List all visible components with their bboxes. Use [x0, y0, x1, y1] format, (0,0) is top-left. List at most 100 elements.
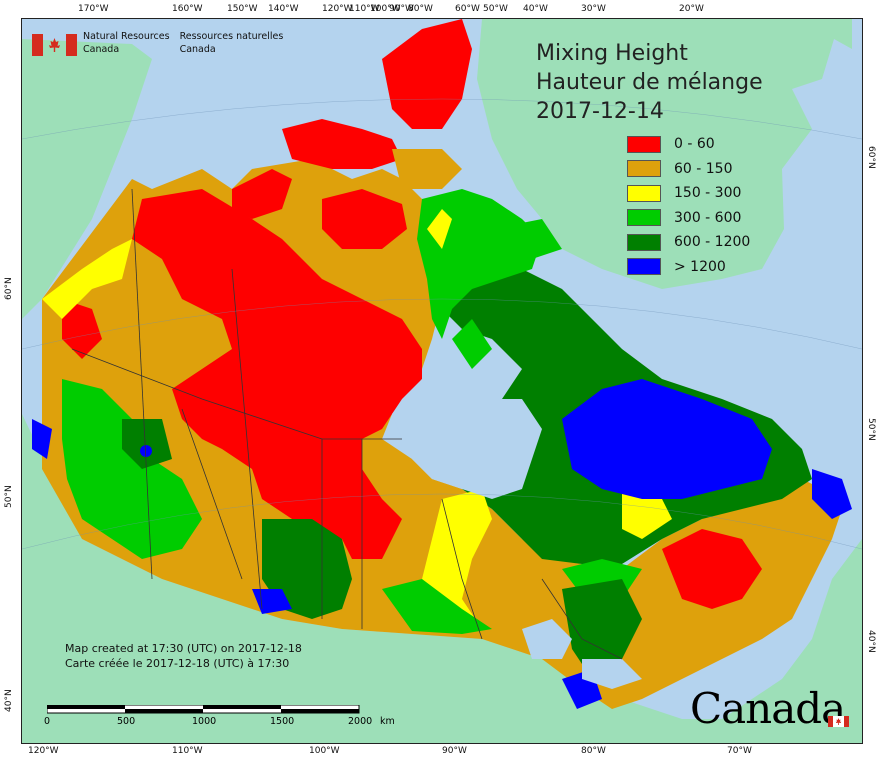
right-tick: 40°N	[866, 630, 876, 653]
bottom-tick: 80°W	[581, 746, 606, 756]
arctic-islands	[382, 19, 472, 129]
scale-label: 0	[44, 716, 51, 727]
org-name-en: Natural Resources	[83, 31, 170, 42]
graticule	[22, 98, 862, 550]
top-tick: 140°W	[268, 4, 299, 14]
blue-region	[562, 379, 772, 499]
legend-swatch	[627, 209, 661, 227]
great-lakes	[582, 659, 642, 689]
darkgreen-region	[562, 579, 642, 679]
red-region	[62, 299, 102, 359]
yellow-region	[42, 239, 132, 319]
greenland	[477, 19, 852, 289]
blue-spot	[140, 445, 152, 457]
org-name-fr: Canada	[179, 44, 216, 55]
blue-region	[32, 419, 52, 459]
legend-item: 600 - 1200	[627, 230, 750, 255]
map-svg	[22, 19, 862, 743]
org-name-fr: Ressources naturelles	[179, 31, 284, 42]
bottom-tick: 120°W	[28, 746, 59, 756]
blue-region	[812, 469, 852, 519]
green-region	[382, 579, 492, 634]
legend-label: 150 - 300	[674, 185, 742, 202]
legend-item: 300 - 600	[627, 206, 750, 231]
title-line: Mixing Height	[536, 41, 688, 66]
legend-swatch	[627, 184, 661, 202]
arctic-islands	[392, 149, 462, 189]
top-tick: 20°W	[679, 4, 704, 14]
top-tick: 160°W	[172, 4, 203, 14]
title-line: Hauteur de mélange	[536, 70, 763, 95]
legend-swatch	[627, 135, 661, 153]
map-credits: Map created at 17:30 (UTC) on 2017-12-18…	[65, 641, 302, 671]
green-region	[492, 219, 562, 259]
credit-fr: Carte créée le 2017-12-18 (UTC) à 17:30	[65, 657, 290, 670]
top-tick: 120°W	[322, 4, 353, 14]
canada-flag-icon	[32, 34, 77, 56]
left-tick: 40°N	[4, 689, 14, 712]
legend-item: > 1200	[627, 255, 750, 280]
canada-wordmark: Canada	[690, 684, 849, 733]
darkgreen-region	[122, 419, 172, 469]
usa-land	[22, 414, 862, 743]
arctic-islands	[322, 189, 407, 249]
top-tick: 50°W	[483, 4, 508, 14]
scale-label: 1500	[270, 716, 295, 727]
legend-label: 60 - 150	[674, 160, 733, 177]
wordmark-text: Canada	[690, 684, 846, 733]
government-signature: Natural Resources Canada Ressources natu…	[32, 30, 283, 56]
legend-label: > 1200	[674, 258, 726, 275]
scale-label: 1000	[192, 716, 217, 727]
legend-item: 0 - 60	[627, 132, 750, 157]
bottom-tick: 110°W	[172, 746, 203, 756]
map-title: Mixing Height Hauteur de mélange 2017-12…	[536, 39, 763, 126]
red-region	[132, 189, 422, 559]
top-tick: 170°W	[78, 4, 109, 14]
left-tick: 50°N	[4, 485, 14, 508]
top-tick: 110°W	[349, 4, 380, 14]
top-tick: 60°W	[455, 4, 480, 14]
scale-unit: km	[380, 716, 395, 727]
scale-bar: 0 500 1000 1500 2000 km	[44, 704, 407, 735]
legend-item: 150 - 300	[627, 181, 750, 206]
credit-en: Map created at 17:30 (UTC) on 2017-12-18	[65, 642, 302, 655]
right-tick: 60°N	[866, 146, 876, 169]
red-region	[662, 529, 762, 609]
bottom-tick: 70°W	[727, 746, 752, 756]
scale-label: 2000	[348, 716, 373, 727]
legend-item: 60 - 150	[627, 157, 750, 182]
baffin-yellow	[427, 209, 452, 249]
green-region	[452, 319, 492, 369]
top-tick: 80°W	[408, 4, 433, 14]
wordmark-flag-icon	[828, 688, 849, 727]
arctic-islands	[232, 169, 292, 219]
top-tick: 40°W	[523, 4, 548, 14]
title-line: 2017-12-14	[536, 99, 664, 124]
green-region	[62, 379, 202, 559]
alaska-land	[22, 39, 152, 319]
legend-label: 300 - 600	[674, 209, 742, 226]
bottom-tick: 100°W	[309, 746, 340, 756]
yellow-region	[622, 489, 672, 539]
left-tick: 60°N	[4, 277, 14, 300]
org-name-en: Canada	[83, 44, 120, 55]
legend-label: 600 - 1200	[674, 234, 751, 251]
hudson-bay	[392, 379, 542, 499]
top-tick: 30°W	[581, 4, 606, 14]
map-canvas: Mixing Height Hauteur de mélange 2017-12…	[21, 18, 863, 744]
great-lakes	[522, 619, 572, 659]
legend-swatch	[627, 258, 661, 276]
top-tick: 90°W	[389, 4, 414, 14]
legend-swatch	[627, 233, 661, 251]
arctic-islands	[282, 119, 402, 169]
legend-label: 0 - 60	[674, 136, 715, 153]
scale-label: 500	[117, 716, 136, 727]
legend-swatch	[627, 160, 661, 178]
bottom-tick: 90°W	[442, 746, 467, 756]
top-tick: 100°W	[370, 4, 401, 14]
top-tick: 150°W	[227, 4, 258, 14]
province-borders	[71, 188, 623, 660]
legend: 0 - 60 60 - 150 150 - 300 300 - 600 600 …	[627, 132, 750, 279]
right-tick: 50°N	[866, 418, 876, 441]
